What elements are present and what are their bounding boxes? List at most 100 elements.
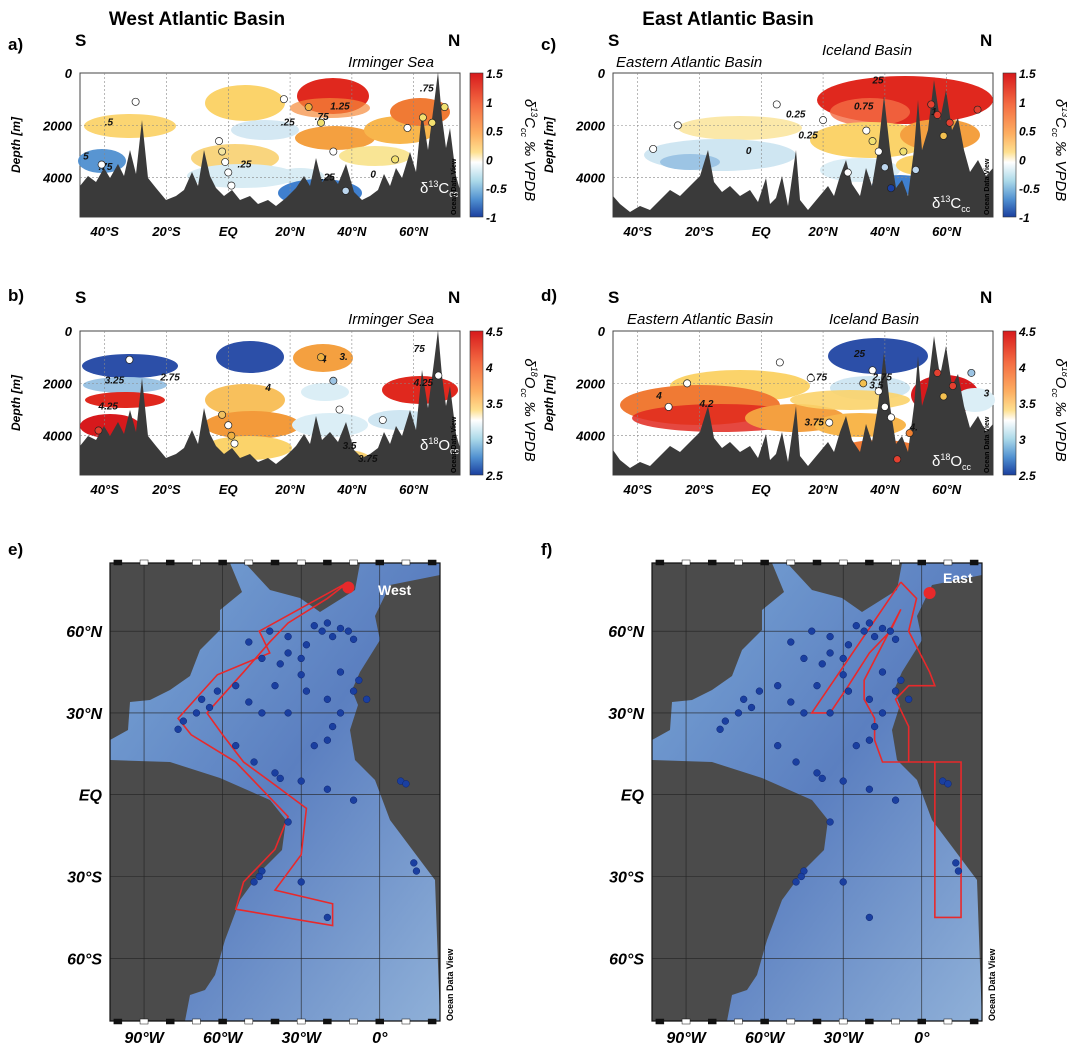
station-marker [271, 682, 279, 690]
border-tick [891, 559, 900, 566]
border-tick [812, 559, 822, 566]
y-tick-label: 0 [598, 66, 606, 81]
station-marker [792, 878, 800, 886]
colorbar-tick-label: 1.5 [1019, 67, 1036, 81]
border-tick [218, 1018, 227, 1025]
border-tick [427, 1018, 437, 1025]
variable-label: δ13Ccc [420, 179, 459, 199]
border-tick [760, 559, 769, 566]
station-marker [198, 695, 206, 703]
variable-label: δ18Occ [420, 436, 460, 456]
station-marker [844, 687, 853, 695]
x-tick-label: 20°S [684, 224, 714, 239]
cruise-track [810, 581, 962, 919]
colorbar-tick-label: 2.5 [485, 469, 503, 483]
station-marker [839, 654, 847, 663]
border-tick [917, 559, 927, 566]
panel-c: c) S N Eastern Atlantic Basin Iceland Ba… [541, 31, 1067, 239]
station-marker [954, 867, 963, 875]
border-tick [786, 1018, 796, 1025]
sample-point [428, 118, 437, 127]
panel-label: b) [8, 286, 24, 305]
contour-label: 0 [370, 170, 376, 181]
y-ticks: 0 2000 4000 [575, 324, 606, 444]
colorbar-tick-label: 3 [1019, 433, 1026, 447]
station-marker [860, 627, 868, 635]
colorbar [469, 330, 484, 476]
ocean-data-view-label: Ocean Data View [987, 948, 997, 1021]
station-marker [245, 698, 253, 706]
south-label: S [608, 288, 619, 307]
x-tick-label: 0° [914, 1030, 930, 1047]
sample-point [862, 126, 871, 135]
sample-point [317, 118, 325, 127]
sample-point [221, 158, 230, 166]
y-tick-label: 4000 [575, 429, 606, 444]
sample-point [224, 421, 233, 430]
station-marker [870, 722, 879, 731]
panel-a: a) S N Irminger Sea .5.755.25.251.25.75.… [8, 31, 539, 239]
station-marker [905, 695, 913, 703]
station-marker [952, 859, 960, 867]
contour-label: 25 [853, 349, 866, 360]
station-marker [818, 660, 826, 668]
sample-point [329, 147, 338, 156]
europe-africa [350, 575, 440, 1021]
sample-points [97, 95, 449, 195]
border-tick [943, 1018, 953, 1025]
x-tick-label: 20°S [151, 224, 181, 239]
bathymetry [80, 330, 460, 475]
contour-label: .75 [315, 112, 329, 123]
border-tick [192, 1018, 201, 1025]
sample-points [649, 100, 982, 193]
border-tick [375, 1018, 385, 1025]
track-label: West [378, 582, 412, 598]
y-tick-label: 30°N [66, 706, 102, 723]
station-marker [213, 687, 222, 695]
colorbar-tick-label: 0.5 [486, 125, 503, 139]
border-tick [655, 1018, 665, 1025]
map-y-ticks: 60°N 30°N EQ 30°S 60°S [66, 624, 102, 968]
station-marker [302, 641, 311, 649]
colorbar-tick-label: 1 [486, 96, 493, 110]
border-tick [865, 559, 874, 566]
sample-point [967, 368, 976, 377]
x-tick-label: 40°S [623, 482, 653, 497]
station-marker [250, 878, 258, 886]
colorbar-tick-label: 3.5 [486, 397, 503, 411]
ocean-data-view-label: Ocean Data View [984, 416, 991, 473]
sample-point [131, 97, 140, 106]
contour-label: 2.75 [872, 373, 893, 384]
panel-label: a) [8, 35, 23, 54]
contour-label: 3. [340, 352, 348, 363]
sample-point [227, 431, 236, 440]
station-marker [839, 777, 847, 785]
border-tick [427, 559, 437, 566]
station-marker [192, 709, 201, 717]
x-tick-label: EQ [219, 482, 238, 497]
sample-point [880, 163, 889, 172]
sample-point [664, 402, 673, 411]
map-e: e) West Ocean Data View 90°W 60°W 30°W 0° 6… [8, 540, 455, 1047]
sample-point [859, 379, 868, 388]
station-marker [410, 859, 418, 867]
sample-point [230, 439, 239, 448]
station-marker [323, 619, 332, 627]
y-tick-label: 0 [598, 324, 606, 339]
station-marker [328, 632, 337, 641]
x-tick-label: 60°N [932, 224, 962, 239]
north-america [652, 563, 784, 740]
panel-b: b) S N Irminger Sea 3.252.754.25443.3.53… [8, 286, 539, 497]
bathymetry [613, 80, 993, 217]
sample-points [664, 358, 976, 464]
colorbar-tick-label: 4.5 [1018, 325, 1036, 339]
station-marker [323, 913, 332, 922]
map-x-ticks: 90°W 60°W 30°W 0° [666, 1030, 930, 1047]
x-tick-label: 20°N [275, 224, 306, 239]
map-border-ticks [655, 559, 979, 1025]
colorbar-tick-label: 4.5 [485, 325, 503, 339]
map-f: f) East Ocean Data View 90°W 60°W 30°W 0° 6… [541, 540, 997, 1047]
contour-label: 75 [414, 344, 426, 355]
border-tick [838, 1018, 848, 1025]
station-marker [232, 682, 240, 690]
